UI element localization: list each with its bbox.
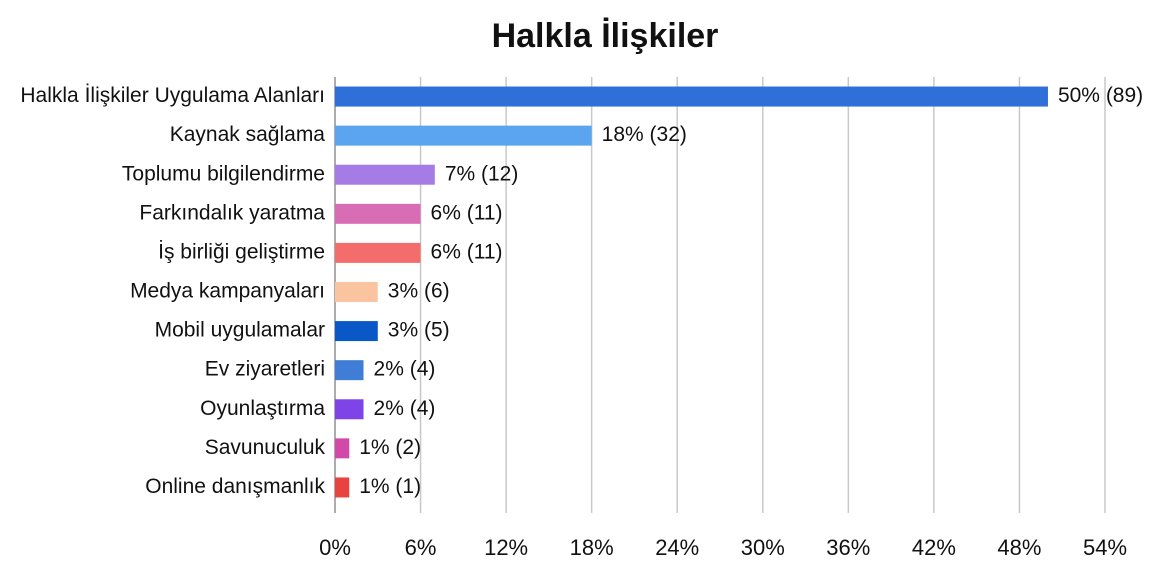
bar [335, 477, 350, 498]
y-tick-label: Halkla İlişkiler Uygulama Alanları [20, 84, 325, 107]
y-tick-label: Medya kampanyaları [130, 280, 325, 303]
x-tick-label: 0% [319, 535, 351, 560]
data-label: 1% (1) [359, 475, 421, 498]
data-label: 2% (4) [374, 397, 436, 420]
y-tick-label: Toplumu bilgilendirme [122, 162, 325, 185]
bar [335, 242, 421, 263]
y-tick-label: Savunuculuk [205, 436, 326, 459]
data-label: 3% (5) [388, 319, 450, 342]
data-label: 3% (6) [388, 280, 450, 303]
data-label: 6% (11) [431, 240, 503, 263]
y-tick-label: Farkındalık yaratma [139, 201, 325, 224]
data-label: 2% (4) [374, 358, 436, 381]
y-tick-label: İş birliği geliştirme [158, 240, 325, 263]
x-tick-label: 30% [741, 535, 785, 560]
x-tick-label: 36% [826, 535, 870, 560]
x-tick-label: 54% [1083, 535, 1127, 560]
x-tick-label: 12% [484, 535, 528, 560]
x-tick-label: 48% [997, 535, 1041, 560]
bar [335, 438, 350, 459]
chart-title: Halkla İlişkiler [492, 17, 719, 55]
data-label: 7% (12) [445, 162, 519, 185]
data-label: 18% (32) [602, 123, 687, 146]
bar [335, 282, 378, 302]
x-tick-label: 24% [655, 535, 699, 560]
y-tick-label: Online danışmanlık [145, 475, 325, 498]
bar [335, 203, 421, 224]
x-tick-label: 18% [570, 535, 614, 560]
bar [335, 164, 435, 185]
data-label: 6% (11) [431, 201, 503, 224]
bar [335, 125, 592, 146]
bar [335, 360, 364, 381]
bar [335, 321, 378, 342]
x-tick-label: 42% [912, 535, 956, 560]
y-tick-label: Ev ziyaretleri [205, 358, 325, 381]
bar [335, 86, 1048, 107]
data-label: 50% (89) [1058, 84, 1143, 107]
y-tick-label: Mobil uygulamalar [155, 319, 325, 342]
y-tick-label: Oyunlaştırma [200, 397, 325, 420]
x-tick-label: 6% [405, 535, 437, 560]
y-tick-label: Kaynak sağlama [170, 123, 326, 146]
data-label: 1% (2) [359, 436, 421, 459]
bar [335, 399, 364, 420]
